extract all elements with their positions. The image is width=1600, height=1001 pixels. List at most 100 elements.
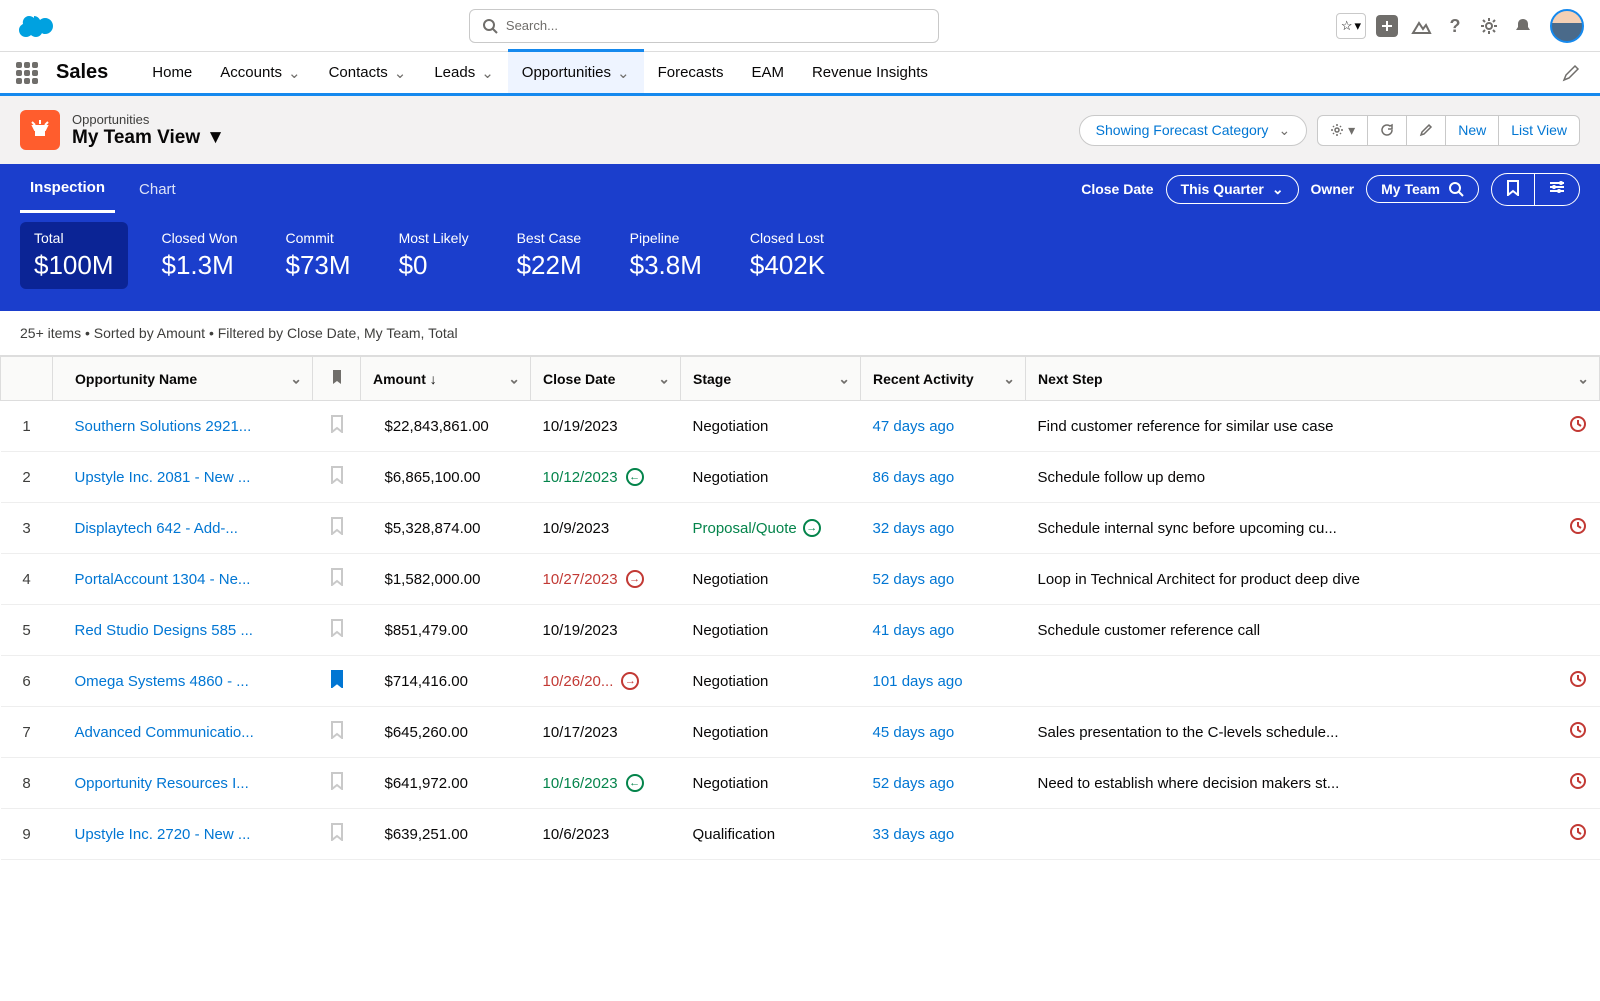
metric-total[interactable]: Total$100M [20, 222, 128, 289]
app-launcher-icon[interactable] [16, 62, 38, 84]
chevron-down-icon: ⌄ [617, 64, 630, 82]
col-stage[interactable]: Stage⌄ [681, 357, 861, 401]
row-number: 1 [1, 401, 53, 452]
inspect-tab-chart[interactable]: Chart [129, 167, 186, 212]
list-settings-button[interactable]: ▾ [1318, 116, 1368, 145]
metric-pipeline[interactable]: Pipeline$3.8M [616, 222, 716, 289]
forecast-category-filter[interactable]: Showing Forecast Category ⌄ [1079, 115, 1308, 146]
col-recent-activity[interactable]: Recent Activity⌄ [861, 357, 1026, 401]
add-button[interactable] [1374, 13, 1400, 39]
bookmark-icon[interactable] [329, 522, 345, 539]
col-close-date[interactable]: Close Date⌄ [531, 357, 681, 401]
bookmark-icon[interactable] [329, 726, 345, 743]
recent-activity-link[interactable]: 32 days ago [873, 520, 955, 537]
amount-cell: $5,328,874.00 [361, 503, 531, 554]
chevron-down-icon: ⌄ [1577, 370, 1589, 387]
col-opportunity-name[interactable]: Opportunity Name⌄ [53, 357, 313, 401]
metric-best-case[interactable]: Best Case$22M [503, 222, 596, 289]
user-avatar[interactable] [1550, 9, 1584, 43]
recent-activity-link[interactable]: 41 days ago [873, 622, 955, 639]
bookmark-icon[interactable] [329, 828, 345, 845]
close-date-cell: 10/27/2023 [543, 571, 618, 588]
opportunity-link[interactable]: Omega Systems 4860 - ... [75, 673, 249, 690]
quarter-filter[interactable]: This Quarter ⌄ [1166, 175, 1299, 204]
edit-nav-pencil-icon[interactable] [1558, 60, 1584, 86]
global-header: Search... ☆ ▾ ? [0, 0, 1600, 52]
view-name-dropdown[interactable]: My Team View ▼ [72, 127, 225, 149]
nav-item-accounts[interactable]: Accounts ⌄ [206, 51, 314, 95]
opportunity-link[interactable]: Upstyle Inc. 2081 - New ... [75, 469, 251, 486]
notifications-bell-icon[interactable] [1510, 13, 1536, 39]
bookmark-filter-button[interactable] [1492, 174, 1535, 205]
app-name: Sales [56, 61, 108, 84]
setup-gear-icon[interactable] [1476, 13, 1502, 39]
recent-activity-link[interactable]: 47 days ago [873, 418, 955, 435]
clock-icon [1569, 415, 1587, 433]
nav-item-opportunities[interactable]: Opportunities ⌄ [508, 49, 644, 93]
help-icon[interactable]: ? [1442, 13, 1468, 39]
chevron-down-icon: ▾ [1354, 18, 1361, 34]
new-button[interactable]: New [1446, 116, 1499, 145]
amount-cell: $22,843,861.00 [361, 401, 531, 452]
row-number: 5 [1, 605, 53, 656]
nav-item-leads[interactable]: Leads ⌄ [420, 51, 507, 95]
bookmark-icon[interactable] [329, 471, 345, 488]
close-date-cell: 10/6/2023 [543, 826, 610, 843]
arrow-left-icon: ← [626, 468, 644, 486]
opportunity-link[interactable]: Advanced Communicatio... [75, 724, 254, 741]
next-step-cell: Find customer reference for similar use … [1038, 418, 1544, 435]
nav-item-revenue-insights[interactable]: Revenue Insights [798, 51, 942, 95]
opportunity-link[interactable]: Red Studio Designs 585 ... [75, 622, 253, 639]
bookmark-icon[interactable] [329, 420, 345, 437]
next-step-cell: Sales presentation to the C-levels sched… [1038, 724, 1544, 741]
col-amount[interactable]: Amount ↓⌄ [361, 357, 531, 401]
opportunity-link[interactable]: Upstyle Inc. 2720 - New ... [75, 826, 251, 843]
opportunity-link[interactable]: Displaytech 642 - Add-... [75, 520, 238, 537]
bookmark-icon[interactable] [329, 624, 345, 641]
recent-activity-link[interactable]: 52 days ago [873, 571, 955, 588]
opportunity-link[interactable]: Opportunity Resources I... [75, 775, 249, 792]
opportunity-link[interactable]: Southern Solutions 2921... [75, 418, 252, 435]
chevron-down-icon: ⌄ [481, 64, 494, 82]
nav-item-forecasts[interactable]: Forecasts [644, 51, 738, 95]
nav-item-contacts[interactable]: Contacts ⌄ [315, 51, 421, 95]
metric-commit[interactable]: Commit$73M [272, 222, 365, 289]
recent-activity-link[interactable]: 101 days ago [873, 673, 963, 690]
opportunity-link[interactable]: PortalAccount 1304 - Ne... [75, 571, 251, 588]
search-placeholder: Search... [506, 18, 558, 33]
bookmark-icon[interactable] [329, 777, 345, 794]
col-next-step[interactable]: Next Step⌄ [1026, 357, 1600, 401]
refresh-button[interactable] [1368, 116, 1407, 145]
col-bookmark[interactable] [313, 357, 361, 401]
nav-item-home[interactable]: Home [138, 51, 206, 95]
row-number: 3 [1, 503, 53, 554]
close-date-cell: 10/26/20... [543, 673, 614, 690]
recent-activity-link[interactable]: 52 days ago [873, 775, 955, 792]
filter-settings-button[interactable] [1535, 174, 1579, 205]
nav-bar: Sales HomeAccounts ⌄Contacts ⌄Leads ⌄Opp… [0, 52, 1600, 96]
metric-closed-won[interactable]: Closed Won$1.3M [148, 222, 252, 289]
table-row: 4 PortalAccount 1304 - Ne... $1,582,000.… [1, 554, 1600, 605]
team-filter[interactable]: My Team [1366, 175, 1479, 203]
recent-activity-link[interactable]: 33 days ago [873, 826, 955, 843]
amount-cell: $1,582,000.00 [361, 554, 531, 605]
metric-closed-lost[interactable]: Closed Lost$402K [736, 222, 839, 289]
table-row: 5 Red Studio Designs 585 ... $851,479.00… [1, 605, 1600, 656]
amount-cell: $641,972.00 [361, 758, 531, 809]
chevron-down-icon: ⌄ [1278, 122, 1290, 139]
bookmark-icon[interactable] [329, 573, 345, 590]
bookmark-icon[interactable] [329, 675, 345, 692]
favorites-button[interactable]: ☆ ▾ [1336, 13, 1366, 39]
amount-cell: $6,865,100.00 [361, 452, 531, 503]
list-view-button[interactable]: List View [1499, 116, 1579, 145]
flag-cell [1556, 605, 1600, 656]
trailhead-icon[interactable] [1408, 13, 1434, 39]
global-search[interactable]: Search... [469, 9, 939, 43]
metric-most-likely[interactable]: Most Likely$0 [385, 222, 483, 289]
inspect-tab-inspection[interactable]: Inspection [20, 165, 115, 213]
edit-button[interactable] [1407, 116, 1446, 145]
recent-activity-link[interactable]: 45 days ago [873, 724, 955, 741]
recent-activity-link[interactable]: 86 days ago [873, 469, 955, 486]
arrow-left-icon: ← [626, 774, 644, 792]
nav-item-eam[interactable]: EAM [737, 51, 798, 95]
